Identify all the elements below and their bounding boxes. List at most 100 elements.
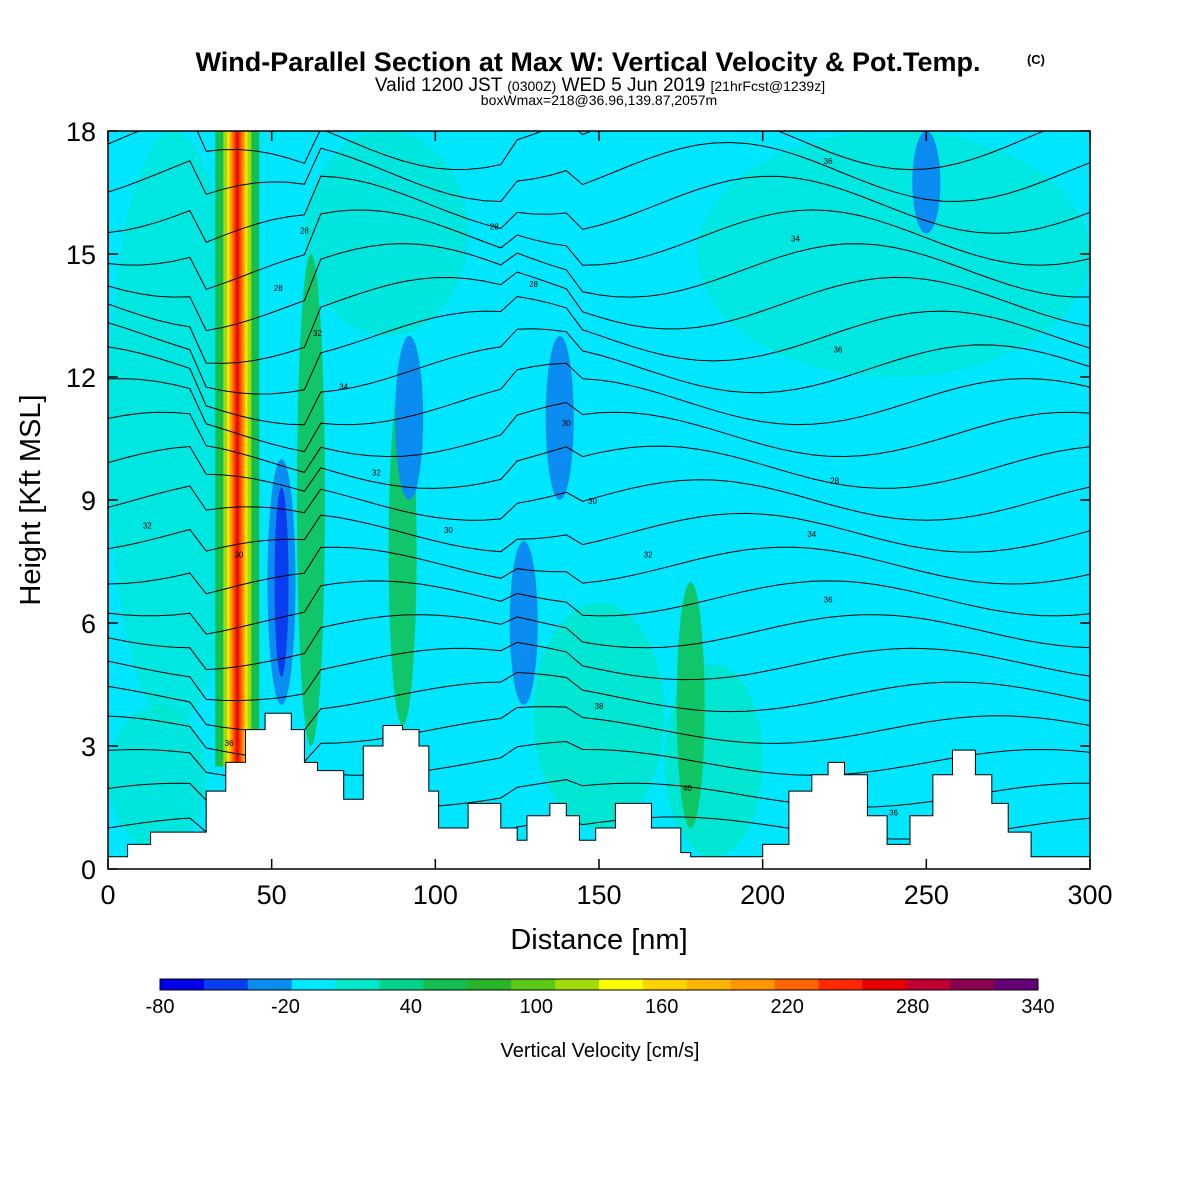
theta-label: 34 (807, 530, 816, 539)
updraft-core (227, 131, 248, 767)
colorbar-swatch (818, 979, 863, 990)
theta-label: 28 (830, 477, 839, 486)
y-tick-label: 12 (66, 363, 96, 393)
theta-contour (108, 362, 1090, 453)
velocity-field (108, 131, 1090, 857)
theta-label: 36 (889, 809, 898, 818)
theta-label: 36 (834, 345, 843, 354)
colorbar-ticks: -80 -20 40 100 160 220 280 340 (146, 996, 1055, 1018)
theta-label: 28 (529, 280, 538, 289)
theta-label: 38 (595, 702, 604, 711)
theta-label: 32 (143, 522, 152, 531)
colorbar-swatch (511, 979, 556, 990)
theta-contour (108, 243, 1090, 332)
colorbar (159, 978, 1039, 991)
downdraft-core (395, 336, 424, 500)
x-tick-label: 300 (1067, 880, 1112, 910)
weak-updraft-zone (533, 602, 665, 828)
theta-label: 28 (300, 227, 309, 236)
colorbar-swatch (950, 979, 995, 990)
theta-label: 28 (274, 284, 283, 293)
plot-area: 32 30 30 32 34 36 38 40 36 36 34 32 30 30 28 28 28 28 32 34… (108, 131, 1090, 869)
subtitle-valid: Valid 1200 JST (375, 75, 503, 96)
theta-contour (108, 328, 1090, 426)
downdraft-core (912, 131, 941, 234)
theta-label: 34 (339, 382, 348, 391)
theta-label: 32 (644, 550, 653, 559)
x-tick-label: 0 (100, 880, 115, 910)
theta-contour (108, 295, 1090, 395)
y-tick-label: 15 (66, 240, 96, 270)
theta-label: 30 (234, 550, 243, 559)
theta-label: 30 (562, 419, 571, 428)
theta-contour (108, 175, 1090, 243)
colorbar-swatch (994, 979, 1039, 990)
theta-label: 30 (444, 526, 453, 535)
colorbar-tick-label: -20 (271, 996, 300, 1018)
colorbar-label: Vertical Velocity [cm/s] (501, 1040, 700, 1062)
y-tick-label: 3 (81, 732, 96, 762)
colorbar-swatch (379, 979, 424, 990)
y-tick-label: 9 (81, 486, 96, 516)
colorbar-swatch (774, 979, 819, 990)
chart-title: Wind-Parallel Section at Max W: Vertical… (196, 47, 981, 77)
colorbar-swatch (599, 979, 644, 990)
theta-contour (108, 141, 1090, 203)
colorbar-swatch (291, 979, 337, 990)
colorbar-swatch (730, 979, 776, 990)
colorbar-frame (159, 978, 1039, 991)
downdraft-core-strong (274, 487, 289, 677)
theta-contour (108, 401, 1090, 473)
terrain (108, 712, 1090, 869)
colorbar-tick-label: 100 (520, 996, 553, 1018)
colorbar-swatch (203, 979, 249, 990)
subtitle-date: WED 5 Jun 2019 (562, 75, 706, 96)
theta-contour (108, 580, 1090, 635)
theta-label: 32 (372, 468, 381, 477)
subtitle-utc: (0300Z) (507, 78, 556, 94)
x-tick-label: 100 (413, 880, 458, 910)
colorbar-tick-label: -80 (146, 996, 175, 1018)
theta-contour (108, 614, 1090, 671)
colorbar-tick-label: 40 (400, 996, 422, 1018)
theta-contour (108, 209, 1090, 290)
x-tick-label: 200 (740, 880, 785, 910)
copyright-mark: (C) (1027, 52, 1045, 67)
theta-label: 28 (490, 222, 499, 231)
colorbar-swatch (423, 979, 468, 990)
x-tick-label: 50 (257, 880, 287, 910)
theta-contour (108, 641, 1090, 702)
theta-label: 40 (683, 784, 692, 793)
colorbar-tick-label: 160 (645, 996, 678, 1018)
colorbar-tick-label: 280 (896, 996, 929, 1018)
weak-updraft-zone (697, 131, 1090, 377)
theta-label: 36 (824, 157, 833, 166)
colorbar-swatch (335, 979, 380, 990)
theta-contour (108, 271, 1090, 364)
colorbar-swatch (555, 979, 600, 990)
colorbar-swatch (906, 979, 951, 990)
colorbar-swatch (160, 979, 205, 990)
colorbar-swatch (467, 979, 512, 990)
theta-contour-labels: 32 30 30 32 34 36 38 40 36 36 34 32 30 30 28 28 28 28 32 34… (143, 157, 899, 818)
colorbar-swatch (247, 979, 293, 990)
theta-label: 32 (313, 329, 322, 338)
x-tick-label: 250 (904, 880, 949, 910)
x-tick-label: 150 (576, 880, 621, 910)
weak-updraft-zone (108, 705, 207, 849)
colorbar-swatch (862, 979, 907, 990)
updraft-core (296, 254, 325, 746)
chart-subtitle: Valid 1200 JST (0300Z) WED 5 Jun 2019 [2… (375, 75, 825, 96)
chart-subtitle-box: boxWmax=218@36.96,139.87,2057m (481, 92, 717, 108)
colorbar-swatch (686, 979, 732, 990)
y-tick-label: 18 (66, 117, 96, 147)
theta-label: 34 (791, 235, 800, 244)
colorbar-swatch (642, 979, 688, 990)
x-axis-label: Distance [nm] (510, 924, 687, 956)
downdraft-core (545, 336, 574, 500)
theta-contour (108, 445, 1090, 492)
x-axis: 0 50 100 150 200 250 300 (100, 131, 1113, 910)
theta-contour (108, 512, 1090, 553)
